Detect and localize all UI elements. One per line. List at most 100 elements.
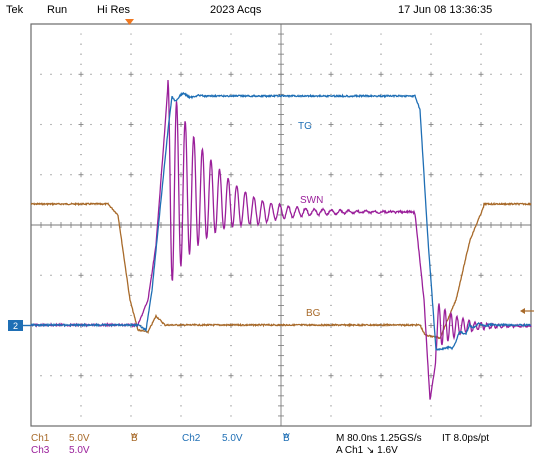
grid-dot <box>470 274 472 276</box>
grid-dot <box>330 395 332 397</box>
grid-dot <box>480 254 482 256</box>
grid-dot <box>330 63 332 65</box>
grid-dot <box>300 274 302 276</box>
grid-dot <box>430 204 432 206</box>
grid-dot <box>130 53 132 55</box>
grid-dot <box>290 73 292 75</box>
grid-dot <box>480 184 482 186</box>
grid-dot <box>130 133 132 136</box>
grid-dot <box>120 174 122 176</box>
grid-dot <box>80 264 82 266</box>
grid-dot <box>330 314 332 317</box>
grid-dot <box>390 174 392 176</box>
grid-dot <box>220 123 222 126</box>
grid-dot <box>480 314 482 317</box>
grid-dot <box>330 254 332 256</box>
grid-dot <box>110 73 112 75</box>
grid-dot <box>380 144 382 146</box>
grid-dot <box>510 73 512 75</box>
grid-dot <box>180 83 182 85</box>
grid-dot <box>120 274 122 276</box>
grid-dot <box>480 355 482 357</box>
trigger-level-arrow[interactable] <box>520 308 534 314</box>
grid-dot <box>500 274 502 276</box>
grid-dot <box>480 284 482 286</box>
grid-dot <box>480 244 482 246</box>
grid-dot <box>230 33 232 35</box>
grid-dot <box>270 375 272 377</box>
grid-dot <box>130 154 132 156</box>
grid-dot <box>230 254 232 256</box>
grid-dot <box>360 73 362 75</box>
grid-dot <box>400 73 402 75</box>
grid-dot <box>490 123 492 126</box>
ch2-marker-box <box>8 320 23 331</box>
ch2-name[interactable]: Ch2 <box>182 433 201 444</box>
grid-dot <box>330 365 332 367</box>
grid-dot <box>330 184 332 186</box>
grid-dot <box>480 365 482 367</box>
grid-dot <box>510 375 512 377</box>
grid-dot <box>480 385 482 387</box>
grid-dot <box>230 304 232 306</box>
grid-dot <box>70 174 72 176</box>
grid-dot <box>320 274 322 276</box>
grid-dot <box>430 43 432 45</box>
grid-dot <box>330 194 332 196</box>
grid-dot <box>110 123 112 126</box>
grid-dot <box>510 123 512 126</box>
grid-dot <box>50 375 52 377</box>
grid-dot <box>80 93 82 95</box>
grid-dot <box>410 73 412 75</box>
grid-dot <box>180 304 182 306</box>
grid-dot <box>500 375 502 377</box>
ch1-name[interactable]: Ch1 <box>31 433 50 444</box>
grid-dot <box>130 365 132 367</box>
grid-dot <box>320 73 322 75</box>
ch3-name[interactable]: Ch3 <box>31 445 50 456</box>
grid-dot <box>60 375 62 377</box>
grid-dot <box>190 274 192 276</box>
run-state[interactable]: Run <box>47 4 68 16</box>
grid-dot <box>380 43 382 45</box>
trigger-position-marker[interactable] <box>125 19 134 25</box>
grid-dot <box>40 73 42 75</box>
grid-dot <box>370 73 372 75</box>
grid-dot <box>430 164 432 166</box>
grid-dot <box>90 123 92 126</box>
ch2-ground-marker[interactable]: 2 <box>8 320 31 331</box>
grid-dot <box>70 375 72 377</box>
grid-dot <box>130 355 132 357</box>
grid-dot <box>130 113 132 116</box>
grid-dot <box>480 53 482 55</box>
grid-dot <box>410 123 412 126</box>
grid-dot <box>330 304 332 306</box>
grid-dot <box>430 33 432 35</box>
grid-dot <box>380 405 382 407</box>
grid-dot <box>340 375 342 377</box>
grid-dot <box>380 33 382 35</box>
grid-dot <box>310 174 312 176</box>
grid-dot <box>300 123 302 126</box>
grid-dot <box>230 385 232 387</box>
grid-dot <box>150 123 152 126</box>
grid-dot <box>70 73 72 75</box>
bw-b: B <box>131 433 138 444</box>
grid-dot <box>320 174 322 176</box>
grid-dot <box>80 334 82 337</box>
grid-dot <box>230 103 232 105</box>
grid-dot <box>470 375 472 377</box>
bw-w: W <box>131 433 138 440</box>
grid-dot <box>180 214 182 216</box>
grid-dot <box>230 194 232 196</box>
grid-dot <box>390 274 392 276</box>
grid-dot <box>370 274 372 276</box>
grid-dot <box>40 174 42 176</box>
grid-dot <box>130 395 132 397</box>
grid-dot <box>330 385 332 387</box>
grid-dot <box>480 93 482 95</box>
grid-dot <box>380 194 382 196</box>
grid-dot <box>360 174 362 176</box>
grid-dot <box>330 214 332 216</box>
